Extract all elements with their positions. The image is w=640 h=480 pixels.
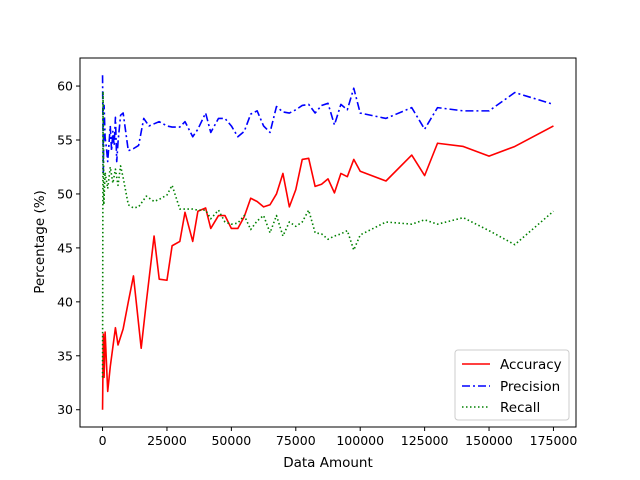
y-tick-label: 35 (57, 348, 73, 363)
legend: Accuracy Precision Recall (454, 349, 570, 421)
axes-frame (79, 57, 577, 428)
legend-label-accuracy: Accuracy (500, 357, 562, 373)
x-tick-label: 175000 (530, 433, 578, 448)
y-axis-label: Percentage (%) (32, 190, 48, 294)
x-tick-label: 25000 (147, 433, 187, 448)
y-tick-label: 60 (57, 79, 73, 94)
y-tick-label: 40 (57, 294, 73, 309)
x-axis: 0 25000 50000 75000 100000 125000 150000 175000 (99, 427, 578, 448)
x-tick-label: 100000 (336, 433, 384, 448)
x-tick-label: 125000 (401, 433, 449, 448)
x-tick-label: 50000 (211, 433, 251, 448)
series-line-precision (101, 75, 554, 174)
legend-label-recall: Recall (500, 400, 540, 416)
series-layer (101, 75, 554, 410)
y-tick-label: 55 (57, 133, 73, 148)
legend-box (454, 349, 570, 421)
x-tick-label: 75000 (276, 433, 316, 448)
y-tick-label: 50 (57, 186, 73, 201)
x-axis-label: Data Amount (283, 455, 373, 471)
y-tick-label: 30 (57, 402, 73, 417)
series-line-accuracy (101, 125, 554, 410)
x-tick-label: 0 (99, 433, 107, 448)
y-tick-label: 45 (57, 240, 73, 255)
y-axis: 30 35 40 45 50 55 60 (57, 79, 80, 417)
x-tick-label: 150000 (465, 433, 513, 448)
legend-label-precision: Precision (500, 379, 560, 395)
